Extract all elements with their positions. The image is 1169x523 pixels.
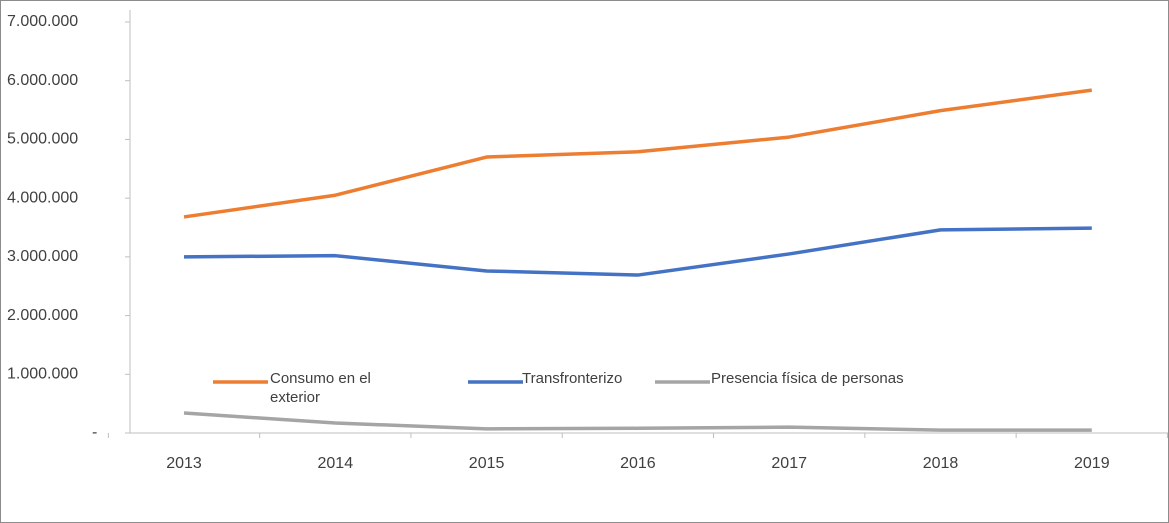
series-line <box>183 88 1093 219</box>
y-tick-label: 2.000.000 <box>7 307 78 324</box>
x-tick-label: 2014 <box>318 455 354 472</box>
y-tick-label: 6.000.000 <box>7 72 78 89</box>
x-tick-label: 2016 <box>620 455 656 472</box>
y-tick-label: 1.000.000 <box>7 366 78 383</box>
y-tick-label: 3.000.000 <box>7 248 78 265</box>
y-tick-label: 4.000.000 <box>7 189 78 206</box>
series-line <box>183 411 1092 432</box>
x-tick-label: 2019 <box>1074 455 1110 472</box>
series-line <box>183 226 1092 277</box>
legend-label: Consumo en el exterior <box>270 370 371 406</box>
y-tick-label: - <box>92 424 97 441</box>
x-tick-label: 2015 <box>469 455 505 472</box>
legend-label: Presencia física de personas <box>711 370 904 387</box>
legend-label: Transfronterizo <box>522 370 623 387</box>
x-tick-label: 2017 <box>771 455 807 472</box>
y-tick-label: 5.000.000 <box>7 131 78 148</box>
x-tick-label: 2013 <box>166 455 202 472</box>
x-tick-label: 2018 <box>923 455 959 472</box>
y-tick-label: 7.000.000 <box>7 13 78 30</box>
